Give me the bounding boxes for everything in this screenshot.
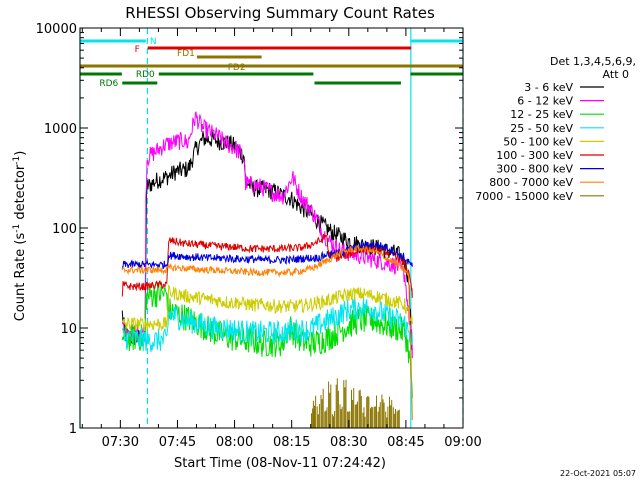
- series-line: [121, 243, 413, 421]
- state-bar-label: N: [150, 37, 157, 47]
- state-bar-label: RD0: [136, 70, 155, 80]
- x-tick-label: 08:30: [330, 435, 367, 450]
- y-axis-label-part: detector: [13, 164, 28, 224]
- y-tick-label: 1000: [44, 122, 77, 137]
- chart-title: RHESSI Observing Summary Count Rates: [125, 4, 435, 22]
- legend-label: 100 - 300 keV: [496, 149, 573, 162]
- legend-label: 25 - 50 keV: [510, 122, 573, 135]
- y-axis-label-part: -1: [12, 156, 22, 165]
- x-tick-label: 07:30: [102, 435, 139, 450]
- cyan-reference-lines: [79, 28, 464, 428]
- timestamp: 22-Oct-2021 05:07: [560, 469, 636, 478]
- state-bar-label: RD6: [99, 79, 118, 89]
- y-tick-label: 10000: [36, 22, 77, 37]
- x-tick-label: 08:45: [387, 435, 424, 450]
- series-line: [121, 241, 413, 270]
- x-axis-label: Start Time (08-Nov-11 07:24:42): [174, 456, 386, 471]
- y-tick-label: 100: [52, 222, 77, 237]
- legend-label: 800 - 7000 keV: [489, 176, 573, 189]
- legend-label: 12 - 25 keV: [510, 108, 573, 121]
- state-bars: NF FD1 FD2 RD0 RD6: [80, 37, 463, 89]
- legend-label: 50 - 100 keV: [503, 135, 573, 148]
- y-axis-label-part: ): [13, 151, 28, 156]
- state-bar-label: F: [135, 45, 140, 55]
- x-tick-label: 08:15: [273, 435, 310, 450]
- legend-label: 7000 - 15000 keV: [475, 190, 573, 203]
- series-line: [121, 296, 413, 353]
- series-line: [121, 282, 413, 398]
- series-line: [311, 378, 400, 428]
- series-line: [121, 284, 413, 332]
- y-tick-label: 1: [69, 422, 77, 437]
- x-tick-label: 09:00: [444, 435, 481, 450]
- series-line: [121, 111, 413, 359]
- series-line: [121, 234, 413, 298]
- legend-label: 6 - 12 keV: [517, 95, 573, 108]
- legend-label: 3 - 6 keV: [524, 81, 573, 94]
- state-bar-label: FD2: [228, 63, 246, 73]
- y-tick-label: 10: [60, 322, 77, 337]
- x-tick-label: 07:45: [159, 435, 196, 450]
- plot-frame: [79, 27, 464, 429]
- y-axis-label-part: -1: [12, 224, 22, 233]
- legend-label: 300 - 800 keV: [496, 163, 573, 176]
- state-bar-label: FD1: [177, 49, 195, 59]
- legend-header: Att 0: [603, 68, 629, 81]
- axes: 07:30 07:45 08:00 08:15 08:30 08:45 09:00 1 10 10…: [36, 22, 482, 450]
- x-tick-label: 08:00: [216, 435, 253, 450]
- y-axis-label-part: Count Rate (s: [13, 233, 28, 322]
- legend-header: Det 1,3,4,5,6,9,: [550, 55, 636, 68]
- y-axis-label: Count Rate (s-1 detector-1): [12, 151, 28, 322]
- data-series: [121, 111, 413, 428]
